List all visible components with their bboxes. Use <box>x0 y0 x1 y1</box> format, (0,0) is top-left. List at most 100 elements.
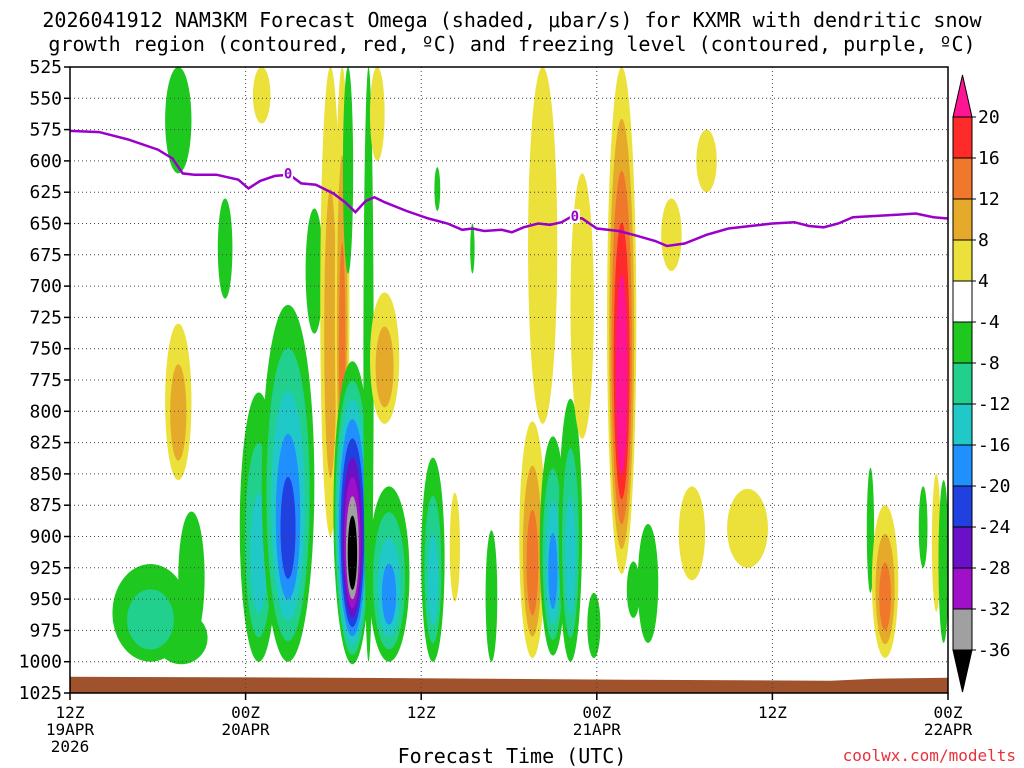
omega-cell <box>368 486 410 662</box>
colorbar-label: 20 <box>978 107 1000 128</box>
credit-text: coolwx.com/modelts <box>842 746 1016 765</box>
omega-contour-fill <box>637 523 659 643</box>
omega-cell <box>871 505 899 658</box>
omega-cell <box>626 561 640 618</box>
x-tick-label: 00Z <box>582 703 611 722</box>
colorbar-segment <box>952 608 973 651</box>
omega-contour-fill <box>485 530 498 662</box>
x-tick-label: 20APR <box>222 720 271 739</box>
y-tick-label: 725 <box>29 307 62 328</box>
colorbar-segment <box>952 567 973 610</box>
omega-cell <box>165 67 192 174</box>
y-tick-label: 575 <box>29 120 62 141</box>
omega-contour-fill <box>918 486 928 568</box>
omega-contour-fill <box>305 208 324 334</box>
omega-contour-fill <box>434 167 441 211</box>
omega-cell <box>305 208 324 334</box>
y-tick-label: 625 <box>29 182 62 203</box>
omega-contour-fill <box>727 488 769 568</box>
colorbar-segment <box>952 239 973 282</box>
omega-contour-fill <box>369 67 385 161</box>
omega-cell <box>607 67 637 575</box>
colorbar-label: -4 <box>978 312 1000 333</box>
omega-cell <box>918 486 928 568</box>
colorbar-top-triangle <box>952 74 973 118</box>
omega-contour-fill <box>548 532 558 610</box>
y-tick-label: 650 <box>29 214 62 235</box>
colorbar-segment <box>952 485 973 528</box>
y-tick-label: 1025 <box>19 683 62 704</box>
y-tick-label: 925 <box>29 558 62 579</box>
chart-title-line-1: 2026041912 NAM3KM Forecast Omega (shaded… <box>42 8 982 32</box>
colorbar-segment <box>952 280 973 323</box>
colorbar-label: -28 <box>978 558 1011 579</box>
y-tick-label: 550 <box>29 88 62 109</box>
omega-contour-fill <box>127 589 174 650</box>
omega-cell <box>866 467 875 593</box>
omega-cell <box>342 67 354 274</box>
omega-cell <box>938 480 948 643</box>
omega-contour-fill <box>170 364 187 461</box>
freezing-level-label: 0 <box>571 209 579 225</box>
x-tick-label: 00Z <box>231 703 260 722</box>
omega-contour-fill <box>375 326 394 408</box>
colorbar-segment <box>952 116 973 159</box>
chart-title-line-2: growth region (contoured, red, ºC) and f… <box>48 32 976 56</box>
omega-cell <box>470 223 475 274</box>
colorbar-label: 4 <box>978 271 989 292</box>
x-tick-label: 00Z <box>934 703 963 722</box>
omega-contour-fill <box>879 562 891 631</box>
terrain-fill <box>70 676 948 693</box>
omega-cell <box>678 486 706 581</box>
y-tick-label: 800 <box>29 401 62 422</box>
colorbar-label: -32 <box>978 599 1011 620</box>
omega-contour-fill <box>349 534 356 581</box>
omega-contour-fill <box>470 223 475 274</box>
omega-cell <box>178 511 205 643</box>
omega-contour-fill <box>165 67 192 174</box>
omega-cell <box>252 67 271 124</box>
y-tick-label: 1000 <box>19 652 62 673</box>
omega-cell <box>363 67 374 662</box>
omega-cell <box>320 67 341 537</box>
omega-cell <box>112 564 189 662</box>
omega-contour-fill <box>931 473 941 612</box>
y-tick-label: 850 <box>29 464 62 485</box>
omega-contour-fill <box>661 198 682 272</box>
y-tick-label: 700 <box>29 276 62 297</box>
y-tick-label: 525 <box>29 57 62 78</box>
colorbar-segment <box>952 157 973 200</box>
omega-contour-fill <box>587 592 601 658</box>
y-tick-label: 600 <box>29 151 62 172</box>
x-tick-label: 12Z <box>56 703 85 722</box>
omega-contour-fill <box>570 173 594 439</box>
colorbar-bottom-triangle <box>952 649 973 693</box>
colorbar-label: -24 <box>978 517 1011 538</box>
omega-contour-fill <box>528 67 558 424</box>
omega-contour-fill <box>565 497 576 615</box>
omega-contour-fill <box>363 67 374 662</box>
x-axis-label: Forecast Time (UTC) <box>397 744 627 768</box>
omega-contour-fill <box>252 67 271 124</box>
x-tick-label: 19APR <box>46 720 95 739</box>
omega-cell <box>661 198 682 272</box>
y-tick-label: 775 <box>29 370 62 391</box>
colorbar-segment <box>952 198 973 241</box>
omega-cell <box>528 67 558 424</box>
freezing-level-line <box>70 129 948 248</box>
y-tick-label: 825 <box>29 433 62 454</box>
y-tick-label: 750 <box>29 339 62 360</box>
x-tick-label: 2026 <box>51 737 90 756</box>
freezing-level-label-bg <box>569 209 580 224</box>
omega-contour-fill <box>618 326 626 450</box>
omega-cell <box>261 304 315 662</box>
omega-cell <box>449 492 460 602</box>
x-tick-label: 12Z <box>758 703 787 722</box>
omega-contour-fill <box>449 492 460 602</box>
omega-cell <box>587 592 601 658</box>
colorbar-label: 16 <box>978 148 1000 169</box>
omega-contour-fill <box>866 467 875 593</box>
x-tick-label: 21APR <box>573 720 622 739</box>
omega-contour-fill <box>280 476 296 579</box>
colorbar-segment <box>952 403 973 446</box>
